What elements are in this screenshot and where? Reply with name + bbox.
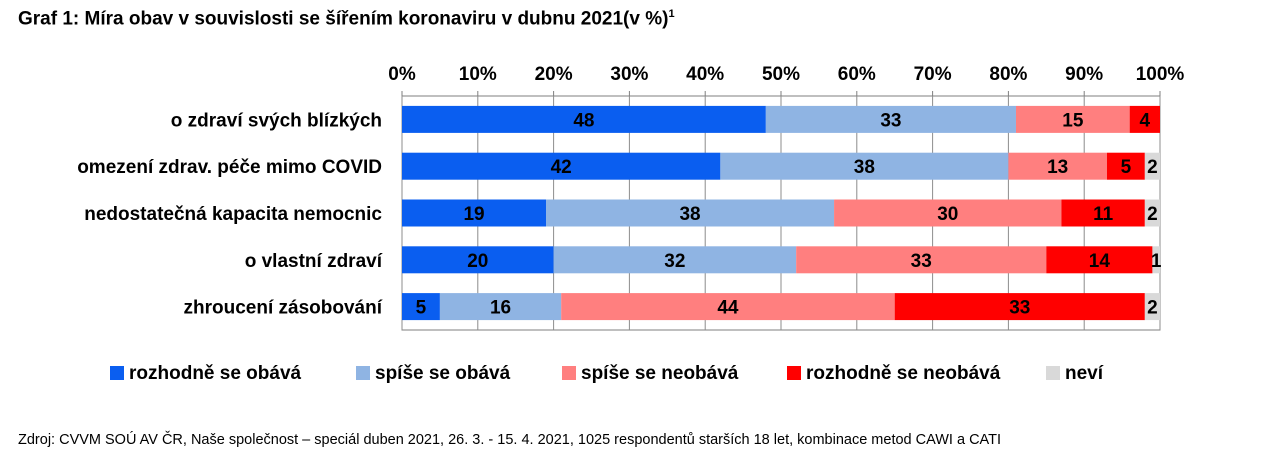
data-label: 30 <box>937 204 958 225</box>
data-label: 2 <box>1147 157 1158 178</box>
bar-segment <box>1129 105 1160 133</box>
data-label: 15 <box>1062 110 1084 131</box>
bar-segment <box>1046 246 1153 274</box>
bar-segment <box>796 246 1047 274</box>
x-tick-label: 90% <box>1065 64 1103 85</box>
data-label: 2 <box>1147 298 1158 319</box>
bar-segment <box>720 152 1009 180</box>
bar-segment <box>1008 152 1107 180</box>
data-label: 19 <box>463 204 484 225</box>
data-label: 33 <box>911 251 932 272</box>
x-tick-label: 70% <box>914 64 952 85</box>
data-label: 2 <box>1147 204 1158 225</box>
x-tick-label: 100% <box>1136 64 1185 85</box>
data-label: 38 <box>679 204 700 225</box>
bar-segment <box>546 199 835 227</box>
data-label: 38 <box>854 157 875 178</box>
x-tick-label: 0% <box>388 64 416 85</box>
bar-segment <box>1144 152 1160 180</box>
data-label: 20 <box>467 251 488 272</box>
data-label: 42 <box>551 157 572 178</box>
bar-segment <box>894 293 1145 321</box>
x-tick-label: 30% <box>610 64 648 85</box>
data-label: 13 <box>1047 157 1068 178</box>
data-label: 4 <box>1140 110 1151 131</box>
bar-segment <box>1144 199 1160 227</box>
x-tick-label: 10% <box>459 64 497 85</box>
data-label: 48 <box>573 110 594 131</box>
bar-segment <box>402 105 766 133</box>
title-footnote-mark: 1 <box>668 8 675 20</box>
legend-swatch <box>787 366 801 380</box>
data-label: 14 <box>1089 251 1111 272</box>
bar-segment <box>402 152 721 180</box>
legend-label: spíše se neobává <box>581 363 739 384</box>
legend-swatch <box>1046 366 1060 380</box>
x-tick-label: 50% <box>762 64 800 85</box>
data-label: 5 <box>416 298 427 319</box>
chart-title: Graf 1: Míra obav v souvislosti se šířen… <box>18 8 675 30</box>
stacked-bar-chart: 0% 10% 20% 30% 40% 50% 60% 70% 80% 90% 100% o zdrav… <box>77 64 1185 384</box>
bar-segment <box>402 293 440 321</box>
bar-segment <box>765 105 1016 133</box>
bar-segment <box>439 293 562 321</box>
source-note: Zdroj: CVVM SOÚ AV ČR, Naše společnost –… <box>18 432 1002 448</box>
data-label: 5 <box>1121 157 1132 178</box>
data-label: 44 <box>717 298 739 319</box>
data-label: 33 <box>1009 298 1030 319</box>
x-tick-label: 60% <box>838 64 876 85</box>
bar-segment <box>1015 105 1130 133</box>
data-label: 33 <box>880 110 901 131</box>
bar-segment <box>402 199 547 227</box>
bar-segment <box>834 199 1062 227</box>
bar-segment <box>1106 152 1145 180</box>
x-tick-label: 40% <box>686 64 724 85</box>
bar-segment <box>402 246 554 274</box>
chart-title-text: Graf 1: Míra obav v souvislosti se šířen… <box>18 8 669 30</box>
legend-label: neví <box>1065 363 1104 384</box>
legend-label: spíše se obává <box>375 363 511 384</box>
legend-swatch <box>356 366 370 380</box>
data-label: 32 <box>664 251 685 272</box>
legend-label: rozhodně se obává <box>129 363 302 384</box>
legend-swatch <box>110 366 124 380</box>
legend-label: rozhodně se neobává <box>806 363 1001 384</box>
category-label: nedostatečná kapacita nemocnic <box>84 204 382 225</box>
bar-segment <box>1152 246 1160 274</box>
bar-segment <box>1061 199 1145 227</box>
category-label: o vlastní zdraví <box>245 251 383 272</box>
data-label: 11 <box>1093 204 1114 225</box>
category-label: omezení zdrav. péče mimo COVID <box>77 157 382 178</box>
bar-segment <box>553 246 797 274</box>
x-tick-label: 20% <box>535 64 573 85</box>
bar-segment <box>561 293 895 321</box>
data-label: 16 <box>490 298 511 319</box>
x-tick-label: 80% <box>989 64 1027 85</box>
category-label: o zdraví svých blízkých <box>171 110 382 131</box>
legend-swatch <box>562 366 576 380</box>
category-label: zhroucení zásobování <box>184 298 383 319</box>
data-label: 1 <box>1151 251 1162 272</box>
bar-segment <box>1144 293 1160 321</box>
